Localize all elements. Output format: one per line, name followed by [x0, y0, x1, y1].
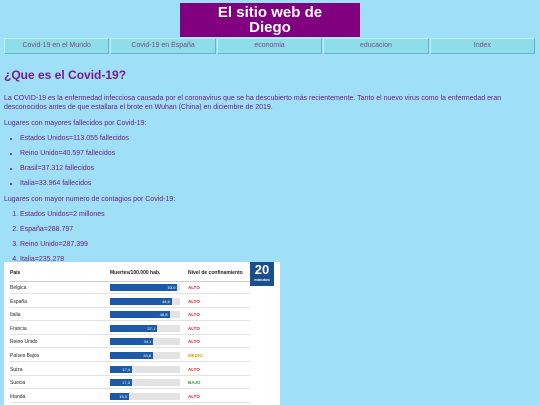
- chart-bar-track: [110, 379, 180, 387]
- chart-category-label: Suecia: [10, 380, 26, 387]
- chart-category-label: España: [10, 298, 27, 305]
- chart-bar: [110, 365, 133, 373]
- table-row: Reino Unido 34,1 ALTO: [10, 336, 250, 349]
- confinement-level-label: MEDIO: [188, 353, 203, 358]
- nav-economia[interactable]: economia: [216, 38, 323, 54]
- table-row: Bélgica 53,0 ALTO: [10, 282, 250, 294]
- chart-data-label: 34,1: [143, 339, 152, 345]
- chart-data-label: 46,8: [159, 312, 168, 318]
- chart-category-label: Bélgica: [10, 285, 27, 291]
- nav-covid-espana[interactable]: Covid-19 en España: [110, 38, 216, 54]
- main-content: ¿Que es el Covid-19? La COVID-19 es la e…: [4, 68, 534, 271]
- deaths-list: Estados Unidos=113.055 fallecidos Reino …: [4, 135, 534, 188]
- page-title: ¿Que es el Covid-19?: [4, 68, 127, 82]
- chart-category-label: Suiza: [10, 366, 23, 373]
- chart-bar: [110, 352, 154, 359]
- nav-index[interactable]: Index: [429, 38, 536, 54]
- chart-bar-track: [110, 392, 180, 400]
- chart-header: País Muertes/100.000 hab. Nivel de confi…: [10, 268, 250, 282]
- list-item: Reino Unido=40.597 fallecidos: [20, 150, 534, 158]
- table-row: Irlanda 15,0 ALTO: [10, 391, 250, 403]
- chart-data-label: 33,8: [143, 353, 152, 358]
- table-row: Suecia 17,3 BAJO: [10, 377, 250, 390]
- confinement-level-label: ALTO: [188, 298, 200, 304]
- confinement-level-label: ALTO: [188, 325, 200, 331]
- table-row: Suiza 17,4 ALTO: [10, 364, 250, 376]
- nav-educacion[interactable]: educacion: [323, 38, 429, 54]
- chart-category-label: Países Bajos: [10, 353, 40, 359]
- 20minutos-logo: 20 minutos: [250, 262, 274, 286]
- list-item: Estados Unidos=2 millones: [20, 211, 534, 219]
- nav-covid-mundo[interactable]: Covid-19 en el Mundo: [4, 38, 110, 54]
- table-row: Países Bajos 33,8 MEDIO: [10, 350, 250, 362]
- table-row: Italia 46,8 ALTO: [10, 309, 250, 322]
- chart-data-label: 17,3: [122, 380, 131, 386]
- site-title-line2: Diego: [249, 19, 291, 36]
- intro-paragraph: La COVID-19 es la enfermedad infecciosa …: [4, 95, 502, 111]
- chart-category-label: Francia: [10, 325, 27, 332]
- chart-data-label: 37,1: [147, 325, 156, 331]
- list-item: Reino Unido=287.399: [20, 241, 534, 249]
- chart-bar: [110, 379, 133, 387]
- list-item: España=288.797: [20, 226, 534, 234]
- deaths-chart-image: País Muertes/100.000 hab. Nivel de confi…: [4, 262, 280, 405]
- list-item: Brasil=37.312 fallecidos: [20, 165, 534, 173]
- site-title-banner: El sitio web de Diego: [180, 3, 360, 37]
- chart-bar: [110, 311, 170, 319]
- chart-data-label: 48,6: [162, 298, 170, 304]
- col-deaths-header: Muertes/100.000 hab.: [110, 270, 161, 276]
- list-item: Italia=33.964 fallecidos: [20, 180, 534, 188]
- main-nav: Covid-19 en el Mundo Covid-19 en España …: [4, 38, 536, 54]
- col-country-header: País: [10, 270, 21, 276]
- confinement-level-label: ALTO: [188, 393, 200, 399]
- chart-bar: [110, 297, 172, 305]
- site-title-line1: El sitio web de: [217, 4, 323, 21]
- cases-heading: Lugares con mayor numero de contagios po…: [4, 196, 176, 203]
- chart-bar-track: [110, 365, 180, 373]
- chart-bar: [110, 338, 154, 346]
- col-level-header: Nivel de confinamiento: [188, 270, 243, 276]
- chart-category-label: Irlanda: [10, 393, 26, 400]
- chart-data-label: 17,4: [122, 366, 131, 372]
- confinement-level-label: ALTO: [188, 285, 200, 290]
- table-row: España 48,6 ALTO: [10, 296, 250, 308]
- cases-list: Estados Unidos=2 millones España=288.797…: [4, 211, 534, 264]
- logo-number: 20: [254, 262, 270, 277]
- list-item: Estados Unidos=113.055 fallecidos: [20, 135, 534, 143]
- chart-bar: [110, 284, 178, 291]
- chart-bar: [110, 324, 158, 332]
- confinement-level-label: BAJO: [188, 380, 201, 386]
- chart-category-label: Reino Unido: [10, 339, 38, 346]
- confinement-level-label: ALTO: [188, 312, 200, 318]
- logo-text: minutos: [254, 277, 270, 282]
- list-item: Italia=235.278: [20, 256, 534, 264]
- chart-category-label: Italia: [10, 312, 21, 319]
- chart-data-label: 15,0: [119, 393, 128, 399]
- confinement-level-label: ALTO: [188, 339, 200, 345]
- deaths-heading: Lugares con mayores fallecidos por Covid…: [4, 120, 147, 127]
- table-row: Francia 37,1 ALTO: [10, 323, 250, 335]
- confinement-level-label: ALTO: [188, 366, 200, 372]
- chart-bar: [110, 392, 130, 400]
- chart-data-label: 53,0: [167, 285, 176, 290]
